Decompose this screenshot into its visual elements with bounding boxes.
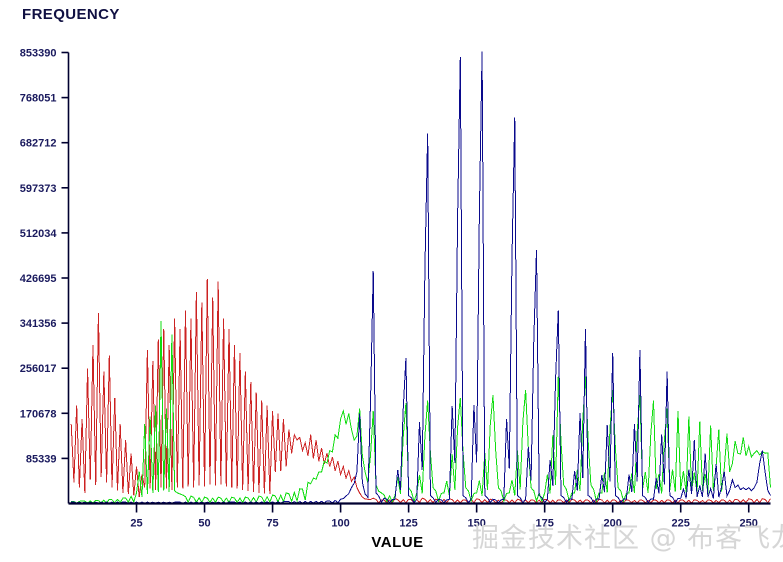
x-tick-label: 125 (399, 518, 417, 530)
y-tick-label: 170678 (20, 408, 57, 420)
y-tick-label: 853390 (20, 48, 57, 60)
y-tick-label: 256017 (20, 363, 57, 375)
tick-label-layer: 85339 170678 256017 341356 426695 512034 59737… (20, 48, 758, 530)
y-tick-label: 682712 (20, 138, 57, 150)
x-tick-label: 225 (672, 518, 690, 530)
y-tick-label: 597373 (20, 183, 57, 195)
axis-layer (61, 51, 771, 513)
x-tick-label: 100 (331, 518, 349, 530)
x-tick-label: 150 (467, 518, 485, 530)
y-tick-label: 341356 (20, 318, 57, 330)
y-tick-label: 426695 (20, 273, 57, 285)
series-red (70, 278, 771, 504)
y-tick-label: 512034 (20, 228, 58, 240)
series-green (71, 321, 771, 504)
x-tick-label: 175 (535, 518, 553, 530)
y-tick-label: 768051 (20, 93, 57, 105)
series-layer (70, 51, 771, 504)
x-tick-label: 25 (130, 518, 142, 530)
x-tick-label: 50 (198, 518, 210, 530)
x-tick-label: 200 (604, 518, 622, 530)
chart-title: FREQUENCY (22, 6, 120, 23)
x-axis-title: VALUE (371, 534, 424, 551)
x-tick-label: 250 (740, 518, 758, 530)
x-tick-label: 75 (266, 518, 278, 530)
y-tick-label: 85339 (26, 453, 57, 465)
